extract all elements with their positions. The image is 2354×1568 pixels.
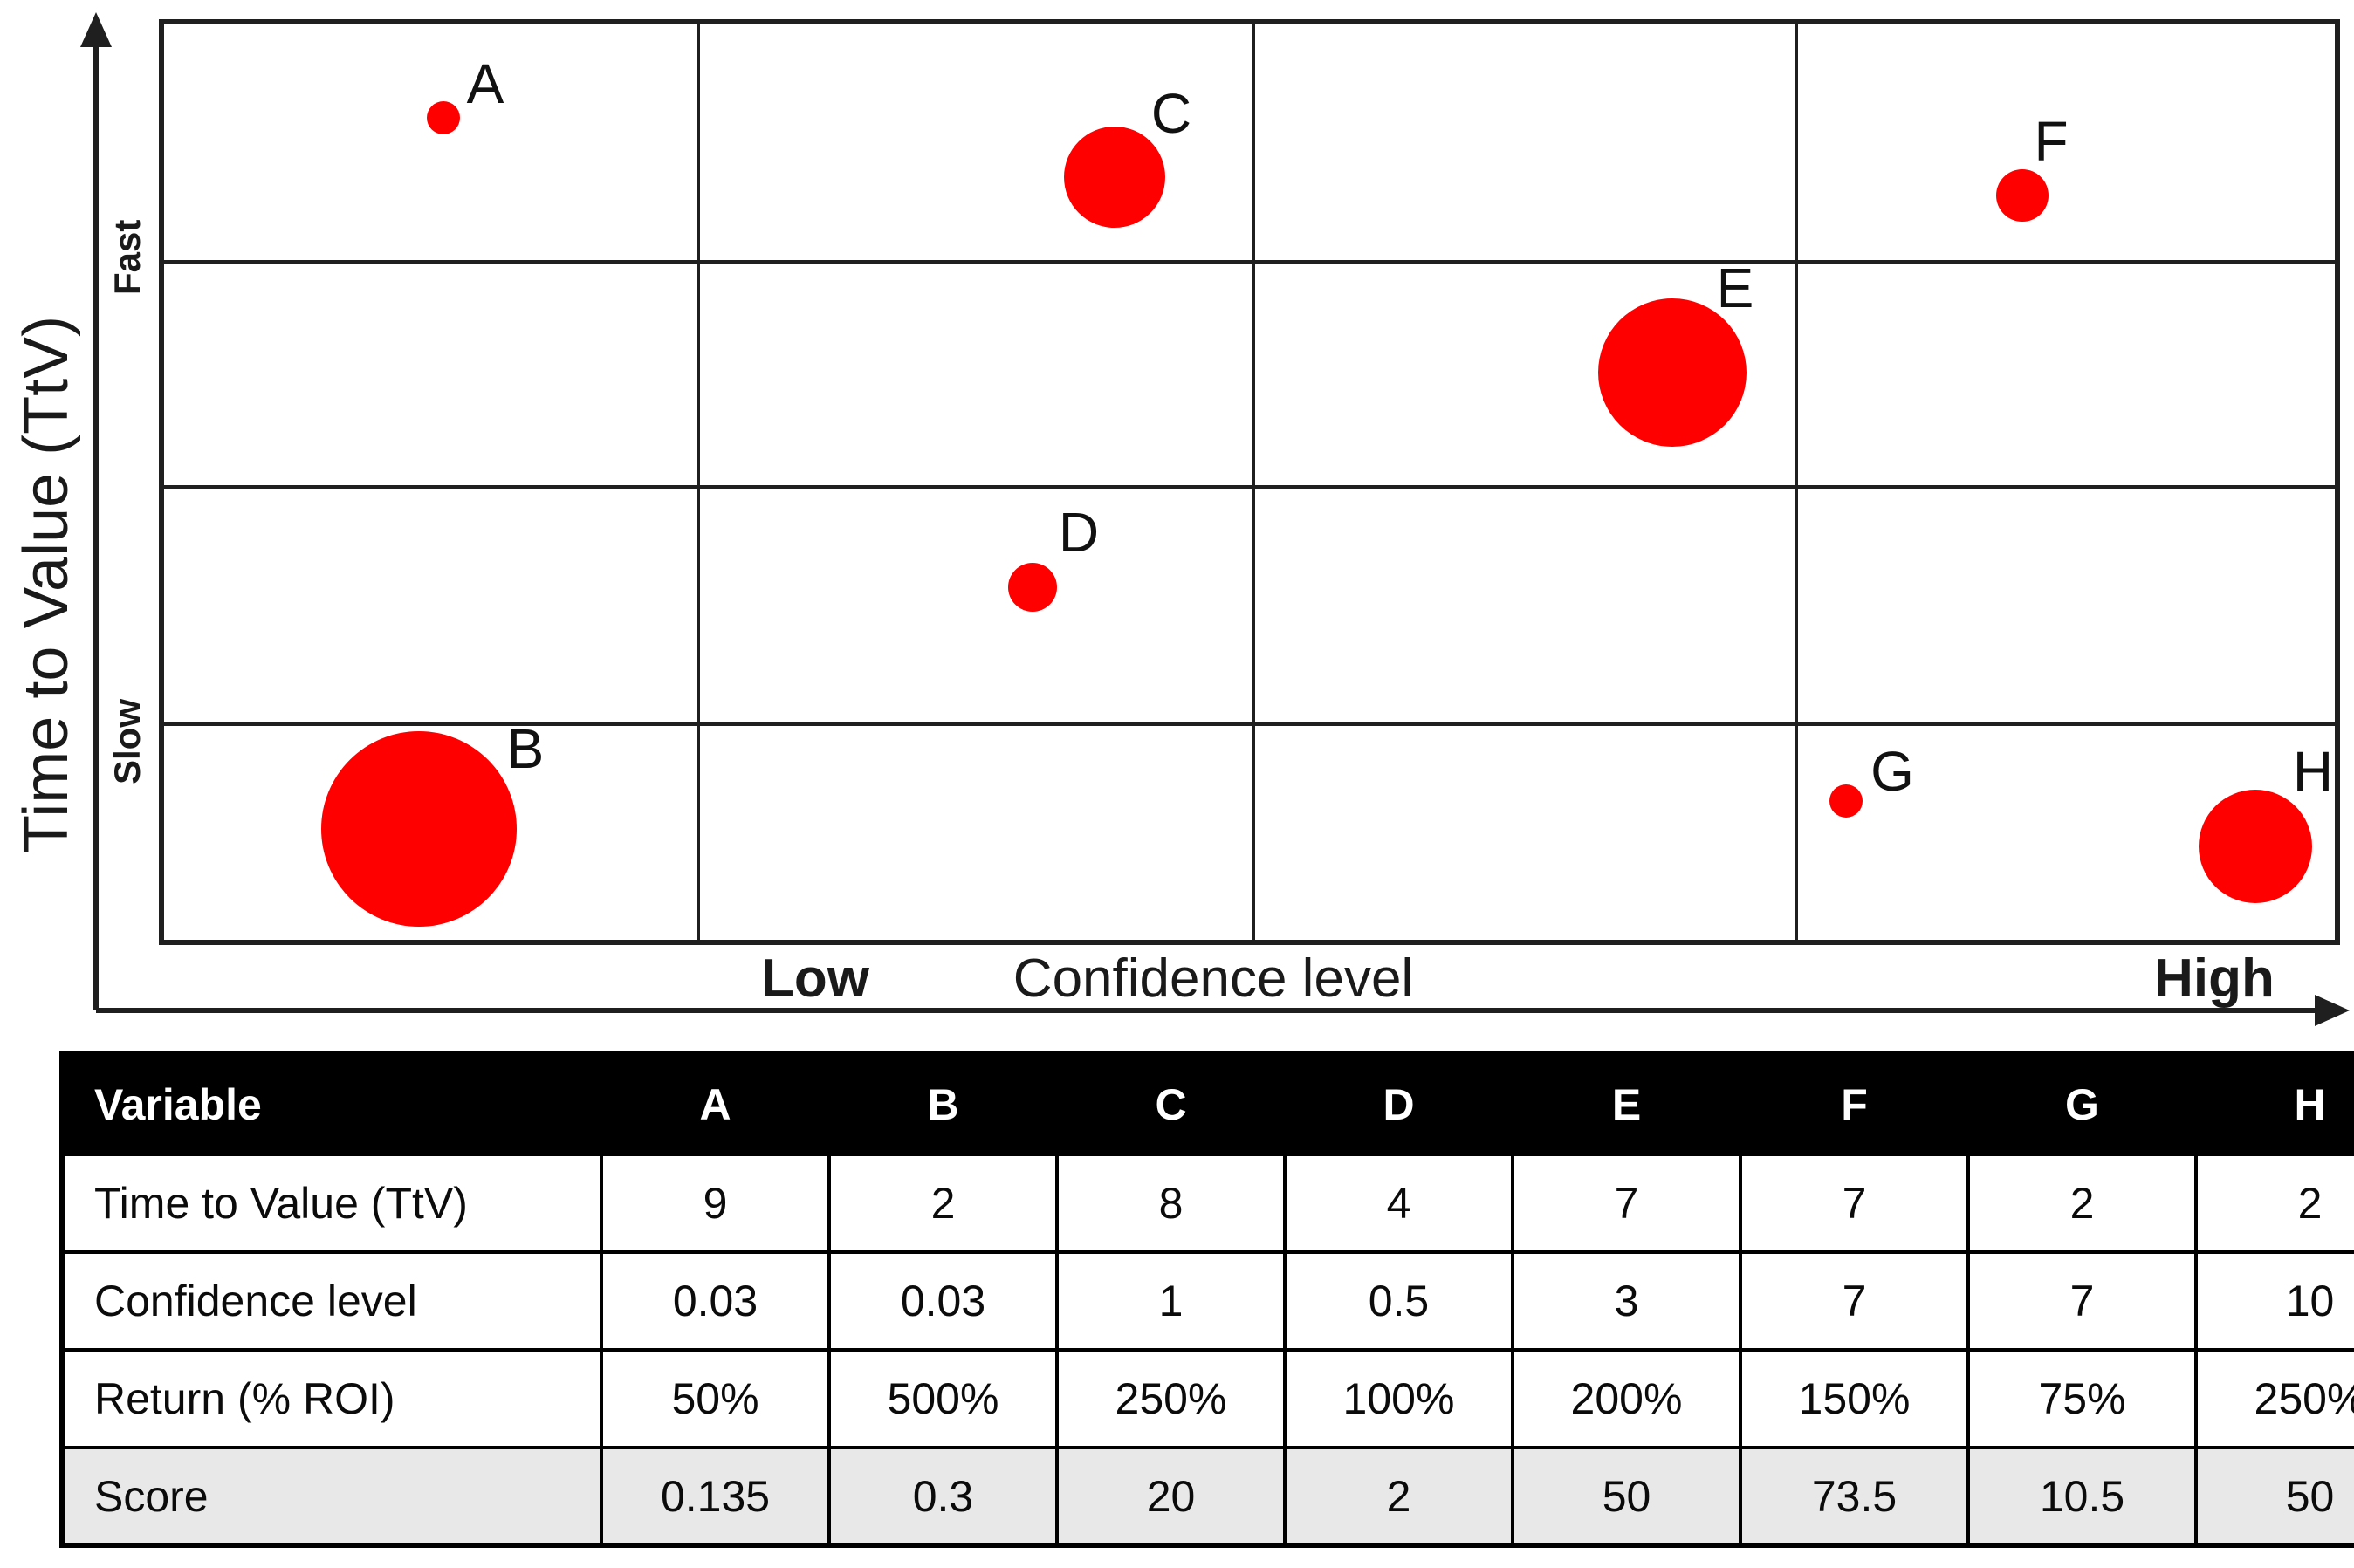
header-cell-f: F xyxy=(1739,1052,1970,1156)
value-cell-ttv-h: 2 xyxy=(2194,1153,2354,1254)
x-axis-title: Confidence level xyxy=(1012,948,1414,1009)
y-tick-slow: Slow xyxy=(106,699,148,785)
header-cell-d: D xyxy=(1283,1052,1514,1156)
value-cell-confidence-g: 7 xyxy=(1966,1250,2198,1352)
bubble-label-c: C xyxy=(1151,82,1191,145)
value-cell-return-c: 250% xyxy=(1055,1348,1287,1449)
bubble-b xyxy=(321,731,517,927)
value-cell-score-a: 0.135 xyxy=(600,1446,831,1547)
row-label-ttv: Time to Value (TtV) xyxy=(60,1153,603,1254)
value-cell-score-g: 10.5 xyxy=(1966,1446,2198,1547)
header-cell-a: A xyxy=(600,1052,831,1156)
bubble-h xyxy=(2199,790,2312,903)
value-cell-return-a: 50% xyxy=(600,1348,831,1449)
value-cell-ttv-c: 8 xyxy=(1055,1153,1287,1254)
bubble-e xyxy=(1598,298,1747,447)
value-cell-return-h: 250% xyxy=(2194,1348,2354,1449)
table-row-score: Score 0.135 0.3 20 2 50 73.5 10.5 50 xyxy=(60,1446,2354,1547)
header-cell-g: G xyxy=(1966,1052,2198,1156)
table-row-ttv: Time to Value (TtV) 9 2 8 4 7 7 2 2 xyxy=(60,1153,2354,1254)
value-cell-return-b: 500% xyxy=(827,1348,1059,1449)
header-cell-e: E xyxy=(1511,1052,1742,1156)
table-row-return: Return (% ROI) 50% 500% 250% 100% 200% 150% 75%… xyxy=(60,1348,2354,1449)
bubble-label-f: F xyxy=(2034,110,2068,173)
value-cell-score-c: 20 xyxy=(1055,1446,1287,1547)
bubble-label-g: G xyxy=(1870,740,1914,803)
bubble-label-a: A xyxy=(467,52,504,115)
value-cell-confidence-d: 0.5 xyxy=(1283,1250,1514,1352)
bubble-f xyxy=(1996,169,2049,222)
chart-area: A B C D E F G H Time to Value (TtV) Fast Slow L… xyxy=(11,12,2350,1026)
header-cell-h: H xyxy=(2194,1052,2354,1156)
value-cell-return-g: 75% xyxy=(1966,1348,2198,1449)
bubble-a xyxy=(427,101,460,134)
value-cell-score-e: 50 xyxy=(1511,1446,1742,1547)
value-cell-confidence-f: 7 xyxy=(1739,1250,1970,1352)
value-cell-ttv-e: 7 xyxy=(1511,1153,1742,1254)
value-cell-score-h: 50 xyxy=(2194,1446,2354,1547)
value-cell-ttv-g: 2 xyxy=(1966,1153,2198,1254)
value-cell-confidence-c: 1 xyxy=(1055,1250,1287,1352)
value-cell-confidence-b: 0.03 xyxy=(827,1250,1059,1352)
x-tick-low: Low xyxy=(761,948,869,1009)
table-row-confidence: Confidence level 0.03 0.03 1 0.5 3 7 7 10 xyxy=(60,1250,2354,1352)
value-cell-ttv-f: 7 xyxy=(1739,1153,1970,1254)
plot-border xyxy=(159,19,2340,945)
data-table: Variable A B C D E F G H Time to Value (TtV) 9 2 8 4… xyxy=(59,1051,2354,1548)
value-cell-score-b: 0.3 xyxy=(827,1446,1059,1547)
row-label-score: Score xyxy=(60,1446,603,1547)
value-cell-return-d: 100% xyxy=(1283,1348,1514,1449)
value-cell-ttv-a: 9 xyxy=(600,1153,831,1254)
y-axis-title: Time to Value (TtV) xyxy=(11,315,81,854)
header-cell-variable: Variable xyxy=(60,1052,603,1156)
bubble-label-b: B xyxy=(507,717,545,780)
value-cell-return-f: 150% xyxy=(1739,1348,1970,1449)
y-axis-arrowhead-icon xyxy=(80,12,112,47)
bubble-d xyxy=(1008,563,1057,612)
value-cell-ttv-d: 4 xyxy=(1283,1153,1514,1254)
bubble-chart-svg: A B C D E F G H xyxy=(80,12,2350,1026)
x-axis-arrowhead-icon xyxy=(2315,995,2350,1026)
y-tick-fast: Fast xyxy=(106,219,148,296)
bubble-label-d: D xyxy=(1059,501,1099,564)
value-cell-score-d: 2 xyxy=(1283,1446,1514,1547)
value-cell-return-e: 200% xyxy=(1511,1348,1742,1449)
value-cell-confidence-e: 3 xyxy=(1511,1250,1742,1352)
row-label-confidence: Confidence level xyxy=(60,1250,603,1352)
value-cell-confidence-a: 0.03 xyxy=(600,1250,831,1352)
bubble-label-h: H xyxy=(2293,740,2333,803)
value-cell-score-f: 73.5 xyxy=(1739,1446,1970,1547)
x-tick-high: High xyxy=(2154,948,2275,1009)
header-cell-b: B xyxy=(827,1052,1059,1156)
value-cell-confidence-h: 10 xyxy=(2194,1250,2354,1352)
bubble-c xyxy=(1064,127,1165,228)
header-cell-c: C xyxy=(1055,1052,1287,1156)
table-body: Time to Value (TtV) 9 2 8 4 7 7 2 2 Confidence le… xyxy=(60,1153,2354,1547)
bubble-label-e: E xyxy=(1717,257,1754,319)
table-head: Variable A B C D E F G H xyxy=(60,1052,2354,1156)
table-header-row: Variable A B C D E F G H xyxy=(60,1052,2354,1156)
row-label-return: Return (% ROI) xyxy=(60,1348,603,1449)
bubble-g xyxy=(1829,784,1863,818)
value-cell-ttv-b: 2 xyxy=(827,1153,1059,1254)
